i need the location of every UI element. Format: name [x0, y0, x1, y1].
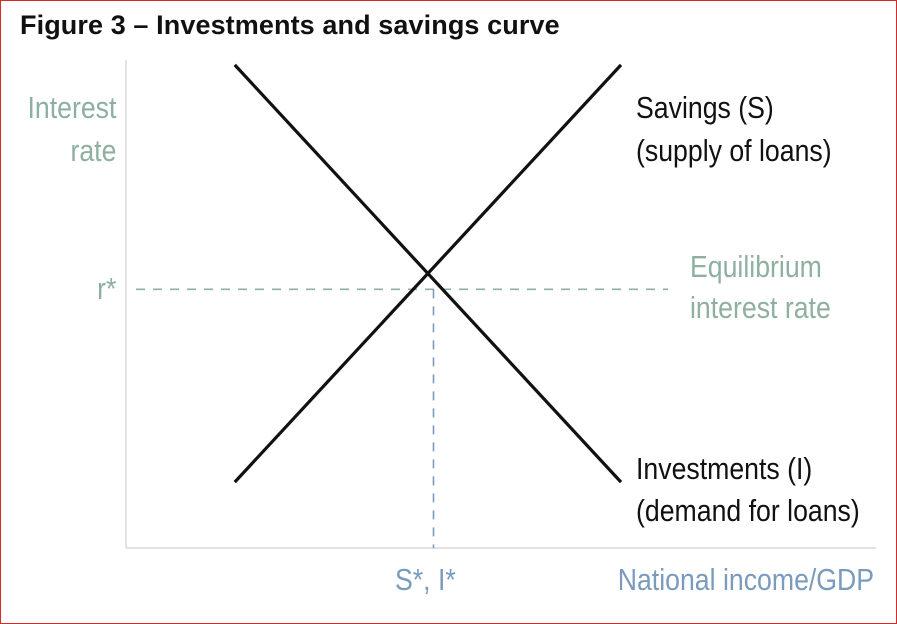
equilibrium-note-line-1: Equilibrium — [690, 249, 822, 284]
equilibrium-quantity-label: S*, I* — [395, 562, 456, 597]
investments-label-line-2: (demand for loans) — [636, 493, 860, 528]
y-axis-label-line-1: Interest — [27, 90, 116, 125]
equilibrium-note-line-2: interest rate — [690, 290, 831, 325]
savings-label-line-1: Savings (S) — [636, 90, 774, 125]
y-axis-label-line-2: rate — [70, 133, 116, 168]
equilibrium-rate-label: r* — [96, 271, 116, 306]
investments-label-line-1: Investments (I) — [636, 451, 813, 486]
investments-curve — [233, 63, 623, 484]
x-axis-label: National income/GDP — [617, 562, 874, 597]
savings-label-line-2: (supply of loans) — [636, 133, 832, 168]
series-layer — [233, 63, 623, 484]
chart-title: Figure 3 – Investments and savings curve — [20, 10, 560, 40]
